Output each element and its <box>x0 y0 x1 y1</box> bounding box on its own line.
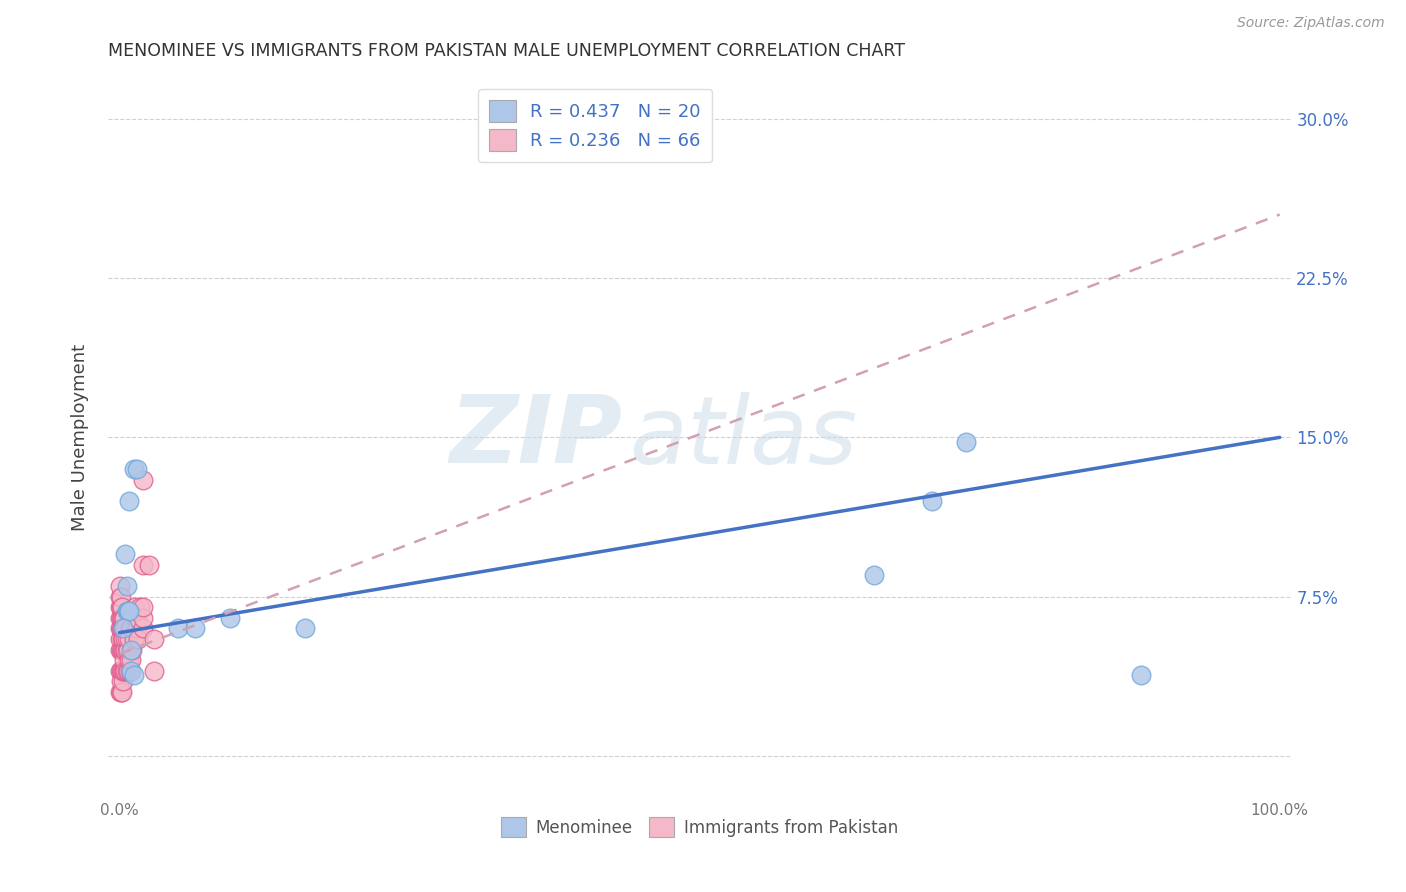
Point <box>108 579 131 593</box>
Point <box>122 668 145 682</box>
Point <box>862 568 884 582</box>
Point <box>114 664 136 678</box>
Point <box>132 621 155 635</box>
Point <box>110 611 132 625</box>
Point <box>112 611 135 625</box>
Point <box>120 653 142 667</box>
Point <box>125 611 148 625</box>
Point <box>124 600 146 615</box>
Point <box>112 642 135 657</box>
Point <box>115 664 138 678</box>
Text: atlas: atlas <box>628 392 856 483</box>
Legend: Menominee, Immigrants from Pakistan: Menominee, Immigrants from Pakistan <box>494 810 905 844</box>
Point <box>184 621 207 635</box>
Point <box>112 664 135 678</box>
Point <box>143 632 166 646</box>
Text: MENOMINEE VS IMMIGRANTS FROM PAKISTAN MALE UNEMPLOYMENT CORRELATION CHART: MENOMINEE VS IMMIGRANTS FROM PAKISTAN MA… <box>108 42 905 60</box>
Point <box>120 664 142 678</box>
Point <box>112 664 135 678</box>
Point <box>294 621 316 635</box>
Point <box>115 604 138 618</box>
Point <box>117 604 139 618</box>
Point <box>112 674 135 689</box>
Point <box>122 462 145 476</box>
Point <box>120 642 142 657</box>
Point <box>110 642 132 657</box>
Point <box>114 632 136 646</box>
Point <box>114 547 136 561</box>
Point <box>132 600 155 615</box>
Point <box>111 621 134 635</box>
Point <box>111 685 134 699</box>
Point <box>108 590 131 604</box>
Point <box>122 632 145 646</box>
Point <box>118 494 141 508</box>
Point <box>112 642 135 657</box>
Text: Source: ZipAtlas.com: Source: ZipAtlas.com <box>1237 16 1385 30</box>
Point <box>118 604 141 618</box>
Point <box>112 611 135 625</box>
Point <box>108 664 131 678</box>
Point <box>218 611 240 625</box>
Point <box>132 558 155 572</box>
Point <box>118 653 141 667</box>
Point <box>138 558 160 572</box>
Point <box>132 611 155 625</box>
Point <box>124 611 146 625</box>
Point <box>955 434 977 449</box>
Point <box>110 664 132 678</box>
Point <box>110 590 132 604</box>
Point <box>117 642 139 657</box>
Point <box>112 653 135 667</box>
Point <box>111 664 134 678</box>
Point <box>129 600 152 615</box>
Point <box>132 473 155 487</box>
Point <box>111 611 134 625</box>
Point <box>118 621 141 635</box>
Point <box>112 621 135 635</box>
Point <box>166 621 188 635</box>
Point <box>112 621 135 635</box>
Point <box>108 642 131 657</box>
Point <box>111 632 134 646</box>
Point <box>111 600 134 615</box>
Point <box>112 632 135 646</box>
Point <box>121 642 143 657</box>
Point <box>115 642 138 657</box>
Point <box>117 664 139 678</box>
Point <box>125 462 148 476</box>
Y-axis label: Male Unemployment: Male Unemployment <box>72 343 89 531</box>
Point <box>120 621 142 635</box>
Text: ZIP: ZIP <box>450 392 623 483</box>
Point <box>115 632 138 646</box>
Point <box>921 494 943 508</box>
Point <box>110 685 132 699</box>
Point <box>108 621 131 635</box>
Point <box>118 664 141 678</box>
Point <box>114 621 136 635</box>
Point <box>118 632 141 646</box>
Point <box>108 632 131 646</box>
Point <box>127 632 149 646</box>
Point <box>1129 668 1152 682</box>
Point <box>110 674 132 689</box>
Point <box>143 664 166 678</box>
Point <box>111 642 134 657</box>
Point <box>112 621 135 635</box>
Point <box>108 685 131 699</box>
Point <box>110 600 132 615</box>
Point <box>114 642 136 657</box>
Point <box>110 621 132 635</box>
Point <box>108 600 131 615</box>
Point <box>115 579 138 593</box>
Point <box>108 611 131 625</box>
Point <box>125 621 148 635</box>
